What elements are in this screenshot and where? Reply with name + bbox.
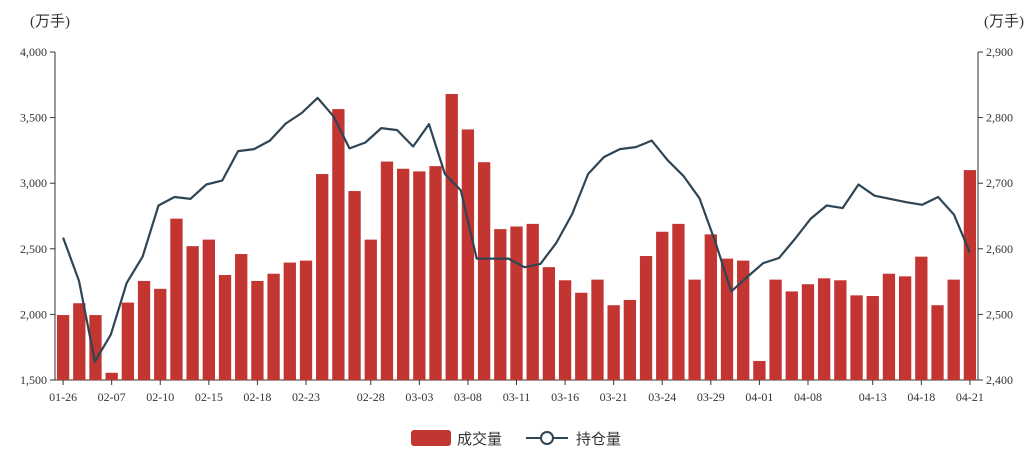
bar <box>542 267 556 380</box>
bar <box>801 284 815 380</box>
bar <box>202 239 215 380</box>
bar <box>413 171 426 380</box>
bar <box>56 315 70 380</box>
legend-line-marker <box>540 431 554 445</box>
bar <box>769 279 782 380</box>
left-tick-label: 3,000 <box>20 176 47 190</box>
bar <box>688 279 701 380</box>
x-tick-label: 02-18 <box>243 390 271 404</box>
x-tick-label: 03-03 <box>405 390 433 404</box>
bar <box>73 303 86 380</box>
bar <box>947 279 960 380</box>
legend: 成交量 持仓量 <box>0 426 1032 450</box>
x-tick-label: 03-16 <box>551 390 579 404</box>
bar <box>137 280 151 380</box>
left-tick-label: 2,500 <box>20 242 47 256</box>
bar <box>461 129 475 380</box>
open-interest-line <box>62 96 971 363</box>
x-tick-label: 04-08 <box>794 390 822 404</box>
right-tick-label: 2,900 <box>986 45 1013 59</box>
bar <box>526 223 539 380</box>
bar <box>364 239 377 380</box>
left-tick-label: 1,500 <box>20 373 47 387</box>
bar <box>898 276 912 380</box>
x-tick-label: 03-11 <box>503 390 531 404</box>
bar <box>915 256 928 380</box>
x-tick-label: 04-18 <box>907 390 935 404</box>
bar <box>154 288 167 380</box>
bar <box>575 292 588 380</box>
bar <box>348 191 361 380</box>
bar <box>963 170 977 380</box>
legend-bar-swatch <box>410 430 451 446</box>
legend-item-volume[interactable]: 成交量 <box>410 428 502 449</box>
bar <box>656 231 669 380</box>
bar <box>737 260 750 380</box>
legend-label-volume: 成交量 <box>456 431 502 448</box>
bar <box>558 280 572 380</box>
left-axis-unit: (万手) <box>30 14 70 30</box>
x-tick-label: 02-07 <box>98 390 126 404</box>
bar <box>704 234 717 380</box>
bar <box>105 372 118 380</box>
bar <box>785 291 798 380</box>
x-tick-label: 03-24 <box>648 390 676 404</box>
x-tick-label: 02-15 <box>195 390 223 404</box>
bar <box>170 218 183 380</box>
bar <box>235 254 248 380</box>
right-tick-label: 2,500 <box>986 307 1013 321</box>
bar <box>931 305 944 380</box>
bar <box>591 279 604 380</box>
right-axis-unit: (万手) <box>984 14 1024 30</box>
bar <box>186 246 199 380</box>
right-tick-label: 2,700 <box>986 176 1013 190</box>
chart-canvas: 1,500 2,000 2,500 3,000 3,500 4,000 2,400 2,500… <box>20 45 1013 404</box>
bar <box>89 315 102 380</box>
x-tick-label: 04-21 <box>956 390 984 404</box>
x-tick-label: 03-29 <box>697 390 725 404</box>
bar <box>818 278 831 380</box>
legend-line-swatch <box>526 431 568 445</box>
bar <box>429 166 442 380</box>
bar <box>316 174 329 380</box>
x-tick-label: 03-08 <box>454 390 482 404</box>
left-tick-label: 2,000 <box>20 307 47 321</box>
x-tick-label: 04-13 <box>859 390 887 404</box>
bar <box>218 275 232 380</box>
right-tick-label: 2,400 <box>986 373 1013 387</box>
x-tick-label: 02-23 <box>292 390 320 404</box>
bar <box>267 273 280 380</box>
right-tick-label: 2,600 <box>986 242 1013 256</box>
bar <box>445 93 458 380</box>
x-tick-label: 01-26 <box>49 390 77 404</box>
bar <box>477 162 491 380</box>
legend-item-open-interest[interactable]: 持仓量 <box>524 428 621 449</box>
x-tick-label: 02-10 <box>146 390 174 404</box>
bar <box>639 256 653 380</box>
legend-label-open-interest: 持仓量 <box>576 431 622 448</box>
x-tick-label: 02-28 <box>357 390 385 404</box>
bar <box>380 161 394 380</box>
bar <box>672 223 685 380</box>
bar <box>299 260 313 380</box>
bar <box>866 296 879 380</box>
bar <box>251 280 264 380</box>
bar <box>623 299 637 380</box>
x-tick-label: 04-01 <box>745 390 773 404</box>
left-tick-label: 4,000 <box>20 45 47 59</box>
x-tick-label: 03-21 <box>600 390 628 404</box>
bar <box>283 262 296 380</box>
bar <box>494 229 507 380</box>
bar <box>607 305 620 380</box>
bar <box>332 109 345 381</box>
bar <box>850 295 863 380</box>
bar <box>396 168 410 380</box>
bar <box>510 226 523 380</box>
bar <box>753 360 766 380</box>
bar <box>882 273 896 380</box>
bar <box>121 302 135 380</box>
right-tick-label: 2,800 <box>986 111 1013 125</box>
left-tick-label: 3,500 <box>20 111 47 125</box>
bar <box>834 280 847 380</box>
